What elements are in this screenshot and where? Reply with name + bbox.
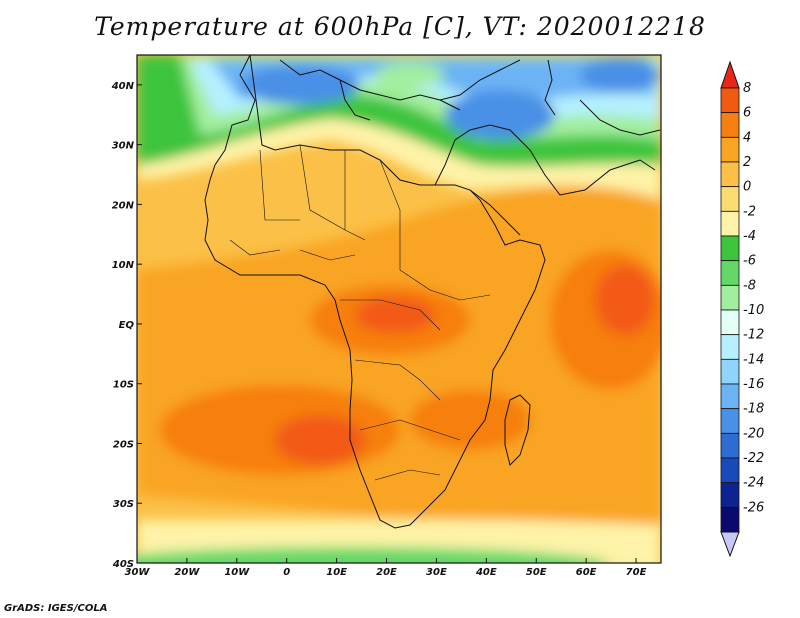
x-tick-label: 70E <box>626 567 647 578</box>
colorbar-cell <box>720 482 740 508</box>
colorbar-label: 6 <box>743 106 751 121</box>
colorbar-label: -8 <box>743 278 756 293</box>
colorbar-cell <box>720 432 740 459</box>
colorbar-cell <box>720 87 740 114</box>
y-tick-label: EQ <box>119 320 135 331</box>
colorbar-cell <box>720 457 740 484</box>
colorbar-top-arrow <box>720 60 740 89</box>
x-axis: 30W 20W 10W 0 10E 20E 30E 40E 50E 60E 70E <box>125 558 647 578</box>
country-borders <box>229 144 491 481</box>
colorbar-label: -14 <box>743 352 764 367</box>
x-tick-label: 60E <box>576 567 597 578</box>
x-tick-label: 30E <box>426 567 447 578</box>
colorbar-label: -26 <box>743 500 764 515</box>
colorbar-label: -6 <box>743 254 756 269</box>
coastlines <box>204 55 661 529</box>
colorbar-label: -22 <box>743 451 764 466</box>
colorbar-label: -20 <box>743 426 764 441</box>
chart-title: Temperature at 600hPa [C], VT: 202001221… <box>94 12 706 41</box>
colorbar-label: -4 <box>743 229 756 244</box>
colorbar-cell <box>720 284 740 311</box>
colorbar-cell <box>720 309 740 336</box>
y-axis: 40N 30N 20N 10N EQ 10S 20S 30S 40S <box>111 81 142 570</box>
colorbar-cell <box>720 210 740 237</box>
colorbar-cell <box>720 383 740 410</box>
colorbar-cell <box>720 112 740 138</box>
y-tick-label: 30S <box>113 499 134 510</box>
colorbar-label: -2 <box>743 204 756 219</box>
temperature-field <box>137 55 661 563</box>
colorbar-cell <box>720 136 740 163</box>
x-tick-label: 10W <box>224 567 250 578</box>
colorbar-cell <box>720 358 740 385</box>
colorbar-label: 0 <box>743 180 751 195</box>
colorbar-cell <box>720 408 740 434</box>
y-tick-label: 20S <box>113 439 134 450</box>
colorbar-label: 8 <box>743 81 751 96</box>
colorbar-label: 2 <box>743 155 751 170</box>
colorbar-cell <box>720 334 740 360</box>
colorbar-bottom-arrow <box>720 531 740 558</box>
y-tick-label: 40S <box>112 559 134 570</box>
colorbar: 8 6 4 2 0 -2 -4 -6 -8 -10 -12 -14 -16 -18 -20 -22 -24 -26 <box>720 60 764 558</box>
y-tick-label: 40N <box>111 81 135 92</box>
y-tick-label: 10S <box>113 380 134 391</box>
y-tick-label: 10N <box>112 260 135 271</box>
y-tick-label: 20N <box>112 200 135 211</box>
colorbar-label: -10 <box>743 303 764 318</box>
plot-frame <box>136 54 662 564</box>
colorbar-cell <box>720 260 740 286</box>
colorbar-label: -16 <box>743 377 764 392</box>
x-tick-label: 0 <box>283 567 290 578</box>
colorbar-cell <box>720 235 740 262</box>
colorbar-label: 4 <box>743 130 751 145</box>
colorbar-cell <box>720 506 740 533</box>
footer-credit: GrADS: IGES/COLA <box>4 603 108 614</box>
colorbar-cell <box>720 186 740 212</box>
x-tick-label: 50E <box>526 567 547 578</box>
x-tick-label: 40E <box>475 567 497 578</box>
x-tick-label: 10E <box>326 567 347 578</box>
colorbar-cell <box>720 161 740 188</box>
y-tick-label: 30N <box>112 141 135 152</box>
x-tick-label: 20E <box>376 567 397 578</box>
x-tick-label: 30W <box>125 567 151 578</box>
colorbar-label: -18 <box>743 402 764 417</box>
x-tick-label: 20W <box>174 567 200 578</box>
colorbar-label: -12 <box>743 328 764 343</box>
colorbar-label: -24 <box>743 476 764 491</box>
